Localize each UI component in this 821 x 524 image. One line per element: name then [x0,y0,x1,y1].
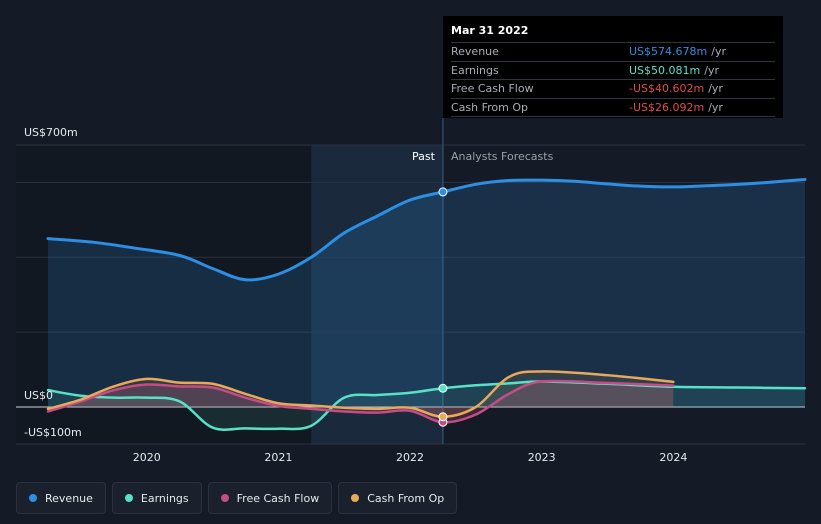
legend: Revenue Earnings Free Cash Flow Cash Fro… [16,482,458,514]
x-tick-label: 2022 [396,451,424,464]
legend-item-earnings[interactable]: Earnings [111,482,202,514]
axis-labels: US$700m US$0 -US$100m Past Analysts Forecast… [24,126,687,464]
x-tick-label: 2020 [133,451,161,464]
tooltip-row-fcf: Free Cash Flow -US$40.602m /yr [451,79,775,98]
area-revenue [48,179,805,407]
tooltip-label: Free Cash Flow [451,82,534,95]
x-tick-label: 2024 [659,451,687,464]
tooltip-label: Cash From Op [451,100,529,114]
legend-dot-icon [29,494,37,502]
marker-cash-from-op [438,412,448,422]
tooltip-value: -US$40.602m [629,82,705,95]
tooltip-unit: /yr [708,100,723,114]
legend-label: Free Cash Flow [236,491,320,505]
y-label-top: US$700m [24,126,78,139]
tooltip-row-cfo: Cash From Op -US$26.092m /yr [451,97,775,117]
grid [16,118,805,445]
legend-label: Cash From Op [367,491,445,505]
line-revenue [46,177,807,282]
tooltip-value: -US$26.092m [629,100,705,114]
legend-dot-icon [351,494,360,502]
area-free-cash-flow [48,380,674,423]
y-label-bottom: -US$100m [24,426,82,439]
line-cash-from-op [46,370,675,419]
forecast-label: Analysts Forecasts [451,150,554,163]
legend-item-free-cash-flow[interactable]: Free Cash Flow [207,482,333,514]
markers [438,187,448,427]
tooltip: Mar 31 2022 Revenue US$574.678m /yr Earn… [443,16,783,118]
tooltip-unit: /yr [708,82,723,95]
legend-item-revenue[interactable]: Revenue [16,482,106,514]
line-free-cash-flow [46,379,675,424]
area-earnings [48,381,805,430]
legend-dot-icon [124,494,133,502]
tooltip-row-earnings: Earnings US$50.081m /yr [451,60,775,80]
marker-earnings [438,383,448,393]
tooltip-unit: /yr [711,45,726,58]
tooltip-label: Revenue [451,45,499,58]
tooltip-row-revenue: Revenue US$574.678m /yr [451,42,775,61]
tooltip-label: Earnings [451,63,499,77]
tooltip-date: Mar 31 2022 [451,24,529,37]
tooltip-unit: /yr [704,63,719,77]
legend-item-cash-from-op[interactable]: Cash From Op [338,482,458,514]
tooltip-value: US$574.678m [629,45,708,58]
past-label: Past [412,150,436,163]
legend-label: Revenue [45,491,93,505]
x-tick-label: 2023 [528,451,556,464]
marker-revenue [438,187,448,197]
y-label-zero: US$0 [24,389,53,402]
x-tick-label: 2021 [264,451,292,464]
tooltip-value: US$50.081m [629,63,701,77]
series-lines [46,177,807,431]
legend-label: Earnings [140,491,189,505]
legend-dot-icon [220,494,229,502]
